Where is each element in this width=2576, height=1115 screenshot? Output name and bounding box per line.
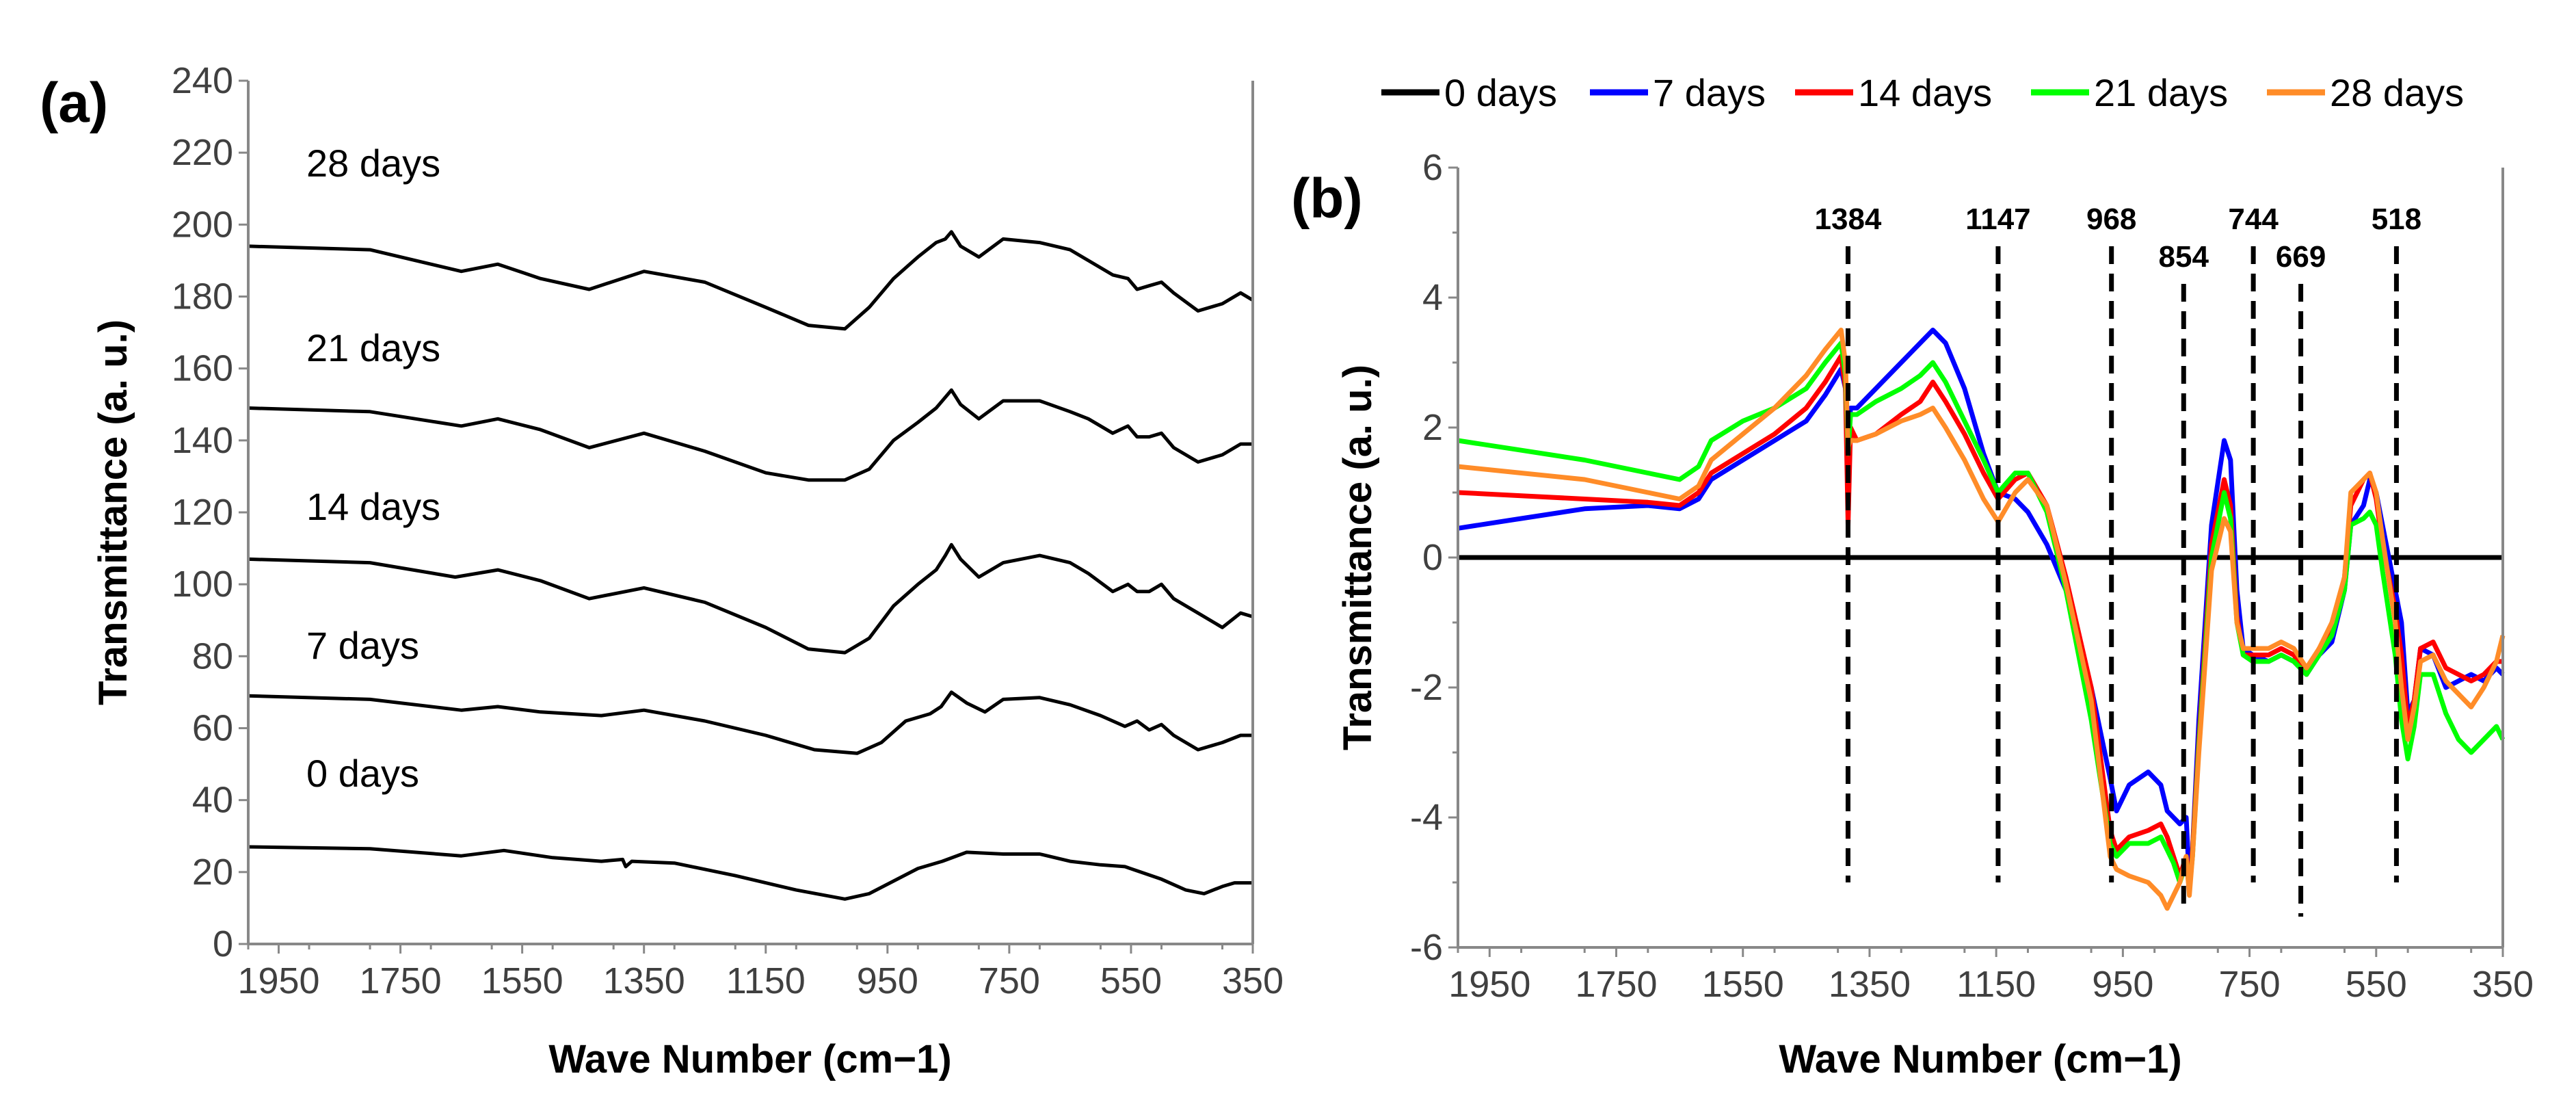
chart-panel-b: (b) 0 days 7 days 14 days 21 days 28 days -6… (1291, 71, 2534, 1081)
legend-b: 0 days 7 days 14 days 21 days 28 days (1381, 71, 2464, 114)
x-tick-label: 950 (2092, 964, 2153, 1005)
legend-label-28-days: 28 days (2330, 71, 2464, 114)
panel-label-b: (b) (1291, 168, 1363, 230)
legend-label-7-days: 7 days (1653, 71, 1766, 114)
x-tick-label: 1150 (1956, 964, 2036, 1005)
x-tick-label: 1350 (603, 960, 685, 1001)
legend-label-14-days: 14 days (1858, 71, 1992, 114)
series-line-21-days (248, 388, 1253, 482)
series-line-28-days (1457, 328, 2506, 911)
x-tick-label: 1550 (1702, 964, 1784, 1005)
y-tick-label: 160 (172, 348, 233, 389)
peak-label-854: 854 (2159, 240, 2209, 274)
series-line-7-days (248, 690, 1253, 755)
peak-label-518: 518 (2372, 202, 2421, 236)
x-tick-label: 550 (2346, 964, 2407, 1005)
peak-label-669: 669 (2276, 240, 2326, 274)
y-ticks-b: -6 -4 -2 0 2 4 6 (1410, 147, 1458, 968)
chart-panel-a: (a) 0 20 40 60 80 100 120 140 160 180 200 220 240 19… (40, 60, 1284, 1081)
y-tick-label: 40 (192, 780, 233, 821)
y-axis-label-b: Transmittance (a. u.) (1336, 365, 1380, 750)
x-ticks-a: 1950 1750 1550 1350 1150 950 750 550 350 (237, 944, 1284, 1001)
series-line-0-days (248, 845, 1253, 901)
x-tick-label: 1550 (481, 960, 563, 1001)
series-lines-b (1457, 328, 2506, 911)
panel-label-a: (a) (40, 72, 108, 134)
x-tick-label: 1750 (1575, 964, 1657, 1005)
peak-label-968: 968 (2086, 202, 2136, 236)
y-tick-label: 220 (172, 132, 233, 173)
y-tick-label: 2 (1422, 407, 1443, 448)
x-tick-label: 1950 (237, 960, 319, 1001)
y-tick-label: 20 (192, 852, 233, 893)
series-line-7-days (1457, 328, 2505, 885)
y-tick-label: 120 (172, 492, 233, 533)
y-tick-label: 100 (172, 564, 233, 605)
x-tick-label: 750 (979, 960, 1040, 1001)
y-tick-label: 6 (1422, 147, 1443, 188)
y-tick-label: 4 (1422, 277, 1443, 318)
y-tick-label: -4 (1410, 797, 1443, 838)
y-tick-label: -2 (1410, 667, 1443, 708)
x-tick-label: 750 (2219, 964, 2281, 1005)
series-line-28-days (248, 230, 1254, 331)
y-tick-label: 0 (213, 923, 233, 965)
curve-label: 21 days (306, 326, 440, 369)
x-tick-label: 350 (2472, 964, 2534, 1005)
y-tick-label: 140 (172, 420, 233, 461)
x-tick-label: 1150 (726, 960, 806, 1001)
y-tick-label: 180 (172, 276, 233, 317)
y-tick-label: 0 (1422, 537, 1443, 578)
peak-markers-b: 1384 1147 968 854 744 669 518 (1815, 202, 2421, 917)
y-tick-label: 80 (192, 635, 233, 677)
peak-label-1384: 1384 (1815, 202, 1882, 236)
y-ticks-a: 0 20 40 60 80 100 120 140 160 180 200 220 240 (172, 60, 248, 965)
legend-label-21-days: 21 days (2094, 71, 2228, 114)
series-line-14-days (248, 542, 1253, 655)
curve-label: 14 days (306, 485, 440, 528)
x-tick-label: 1350 (1829, 964, 1911, 1005)
y-axis-label-a: Transmittance (a. u.) (91, 319, 135, 705)
x-axis-label-b: Wave Number (cm−1) (1779, 1037, 2181, 1081)
peak-label-744: 744 (2228, 202, 2279, 236)
x-tick-label: 1950 (1448, 964, 1530, 1005)
series-lines-a (248, 230, 1254, 901)
series-line-21-days (1457, 341, 2506, 891)
y-tick-label: 60 (192, 708, 233, 749)
annotations-a: 28 days 21 days 14 days 7 days 0 days (306, 142, 440, 795)
x-tick-label: 350 (1222, 960, 1284, 1001)
curve-label: 0 days (306, 752, 419, 795)
legend-label-0-days: 0 days (1444, 71, 1557, 114)
x-tick-label: 1750 (360, 960, 442, 1001)
x-axis-label-a: Wave Number (cm−1) (548, 1037, 951, 1081)
peak-label-1147: 1147 (1965, 202, 2030, 236)
x-ticks-b: 1950 1750 1550 1350 1150 950 750 550 350 (1448, 947, 2534, 1005)
y-tick-label: 200 (172, 204, 233, 245)
y-tick-label: 240 (172, 60, 233, 101)
x-tick-label: 950 (857, 960, 918, 1001)
curve-label: 7 days (306, 624, 419, 667)
x-tick-label: 550 (1100, 960, 1162, 1001)
curve-label: 28 days (306, 142, 440, 185)
y-tick-label: -6 (1410, 927, 1443, 968)
